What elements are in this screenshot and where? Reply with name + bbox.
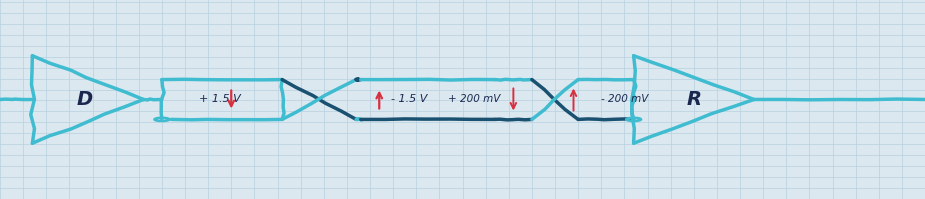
Text: + 200 mV: + 200 mV (449, 95, 500, 104)
Text: + 1.5 V: + 1.5 V (199, 95, 241, 104)
Text: R: R (686, 90, 701, 109)
Text: - 1.5 V: - 1.5 V (390, 95, 427, 104)
Text: - 200 mV: - 200 mV (600, 95, 648, 104)
Text: D: D (77, 90, 93, 109)
